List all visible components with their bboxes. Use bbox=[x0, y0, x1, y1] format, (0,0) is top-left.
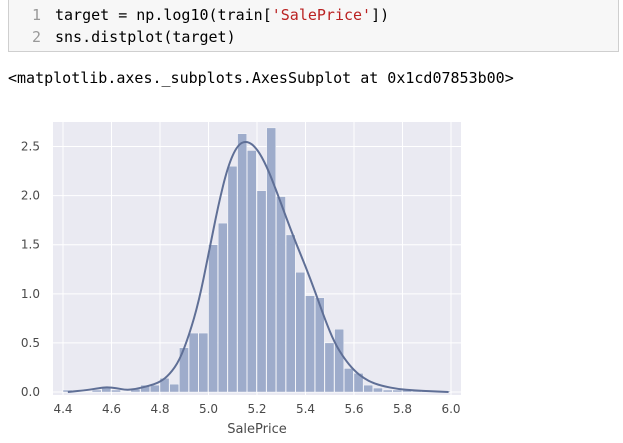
histogram-bar bbox=[382, 389, 393, 393]
histogram-bar bbox=[276, 196, 286, 393]
code-text: target = np.log10(train[ bbox=[55, 6, 272, 24]
histogram-bar bbox=[373, 387, 383, 393]
histogram-bar bbox=[305, 295, 315, 393]
y-tick-label: 1.0 bbox=[21, 287, 40, 301]
histogram-bar bbox=[334, 328, 344, 393]
y-tick-label: 2.5 bbox=[21, 140, 40, 154]
histogram-bar bbox=[198, 332, 209, 393]
histogram-bar bbox=[91, 389, 102, 393]
code-text: ]) bbox=[371, 6, 390, 24]
histogram-bar bbox=[285, 234, 296, 393]
histogram-bar bbox=[266, 127, 277, 393]
y-tick-label: 0.0 bbox=[21, 385, 40, 399]
x-tick-label: 4.4 bbox=[53, 402, 72, 416]
histogram-bar bbox=[188, 332, 199, 393]
x-tick-label: 4.6 bbox=[102, 402, 121, 416]
histogram-bar bbox=[344, 368, 354, 393]
code-string-literal: 'SalePrice' bbox=[271, 6, 372, 24]
histogram-bar bbox=[150, 384, 160, 393]
histogram-bar bbox=[217, 222, 228, 393]
x-tick-label: 6.0 bbox=[441, 402, 460, 416]
histogram-bar bbox=[227, 165, 238, 393]
y-tick-labels: 0.0 0.5 1.0 1.5 2.0 2.5 bbox=[21, 140, 40, 399]
x-tick-label: 5.4 bbox=[296, 402, 315, 416]
line-number: 2 bbox=[31, 28, 41, 46]
y-tick-label: 2.0 bbox=[21, 189, 40, 203]
x-tick-labels: 4.4 4.6 4.8 5.0 5.2 5.4 5.6 5.8 6.0 bbox=[53, 402, 460, 416]
histogram-bar bbox=[256, 190, 267, 393]
histogram-bar bbox=[247, 150, 257, 393]
histogram-bar bbox=[208, 244, 218, 393]
code-line-2[interactable]: 2 sns.distplot(target) bbox=[9, 26, 236, 48]
kde-curve bbox=[67, 140, 449, 393]
code-cell[interactable]: 1 target = np.log10(train['SalePrice']) 2… bbox=[8, 0, 619, 52]
cell-output-text: <matplotlib.axes._subplots.AxesSubplot a… bbox=[8, 69, 514, 87]
histogram-bar bbox=[392, 389, 403, 393]
histogram-bar bbox=[324, 342, 335, 393]
histogram-bar bbox=[315, 297, 325, 393]
x-tick-label: 5.6 bbox=[344, 402, 363, 416]
histogram-bars bbox=[62, 127, 451, 393]
x-tick-label: 4.8 bbox=[150, 402, 169, 416]
x-axis-label: SalePrice bbox=[227, 422, 287, 437]
x-tick-label: 5.2 bbox=[247, 402, 266, 416]
x-tick-label: 5.8 bbox=[393, 402, 412, 416]
y-tick-label: 1.5 bbox=[21, 238, 40, 252]
y-tick-label: 0.5 bbox=[21, 336, 40, 350]
histogram-bar bbox=[169, 383, 179, 393]
line-number: 1 bbox=[31, 6, 41, 24]
histogram-bar bbox=[111, 389, 121, 393]
histogram-bar bbox=[237, 133, 247, 393]
x-tick-label: 5.0 bbox=[199, 402, 218, 416]
histogram-bar bbox=[295, 272, 306, 393]
code-text: sns.distplot(target) bbox=[55, 28, 236, 46]
code-line-1[interactable]: 1 target = np.log10(train['SalePrice']) bbox=[9, 4, 389, 26]
histogram-bar bbox=[363, 384, 374, 393]
